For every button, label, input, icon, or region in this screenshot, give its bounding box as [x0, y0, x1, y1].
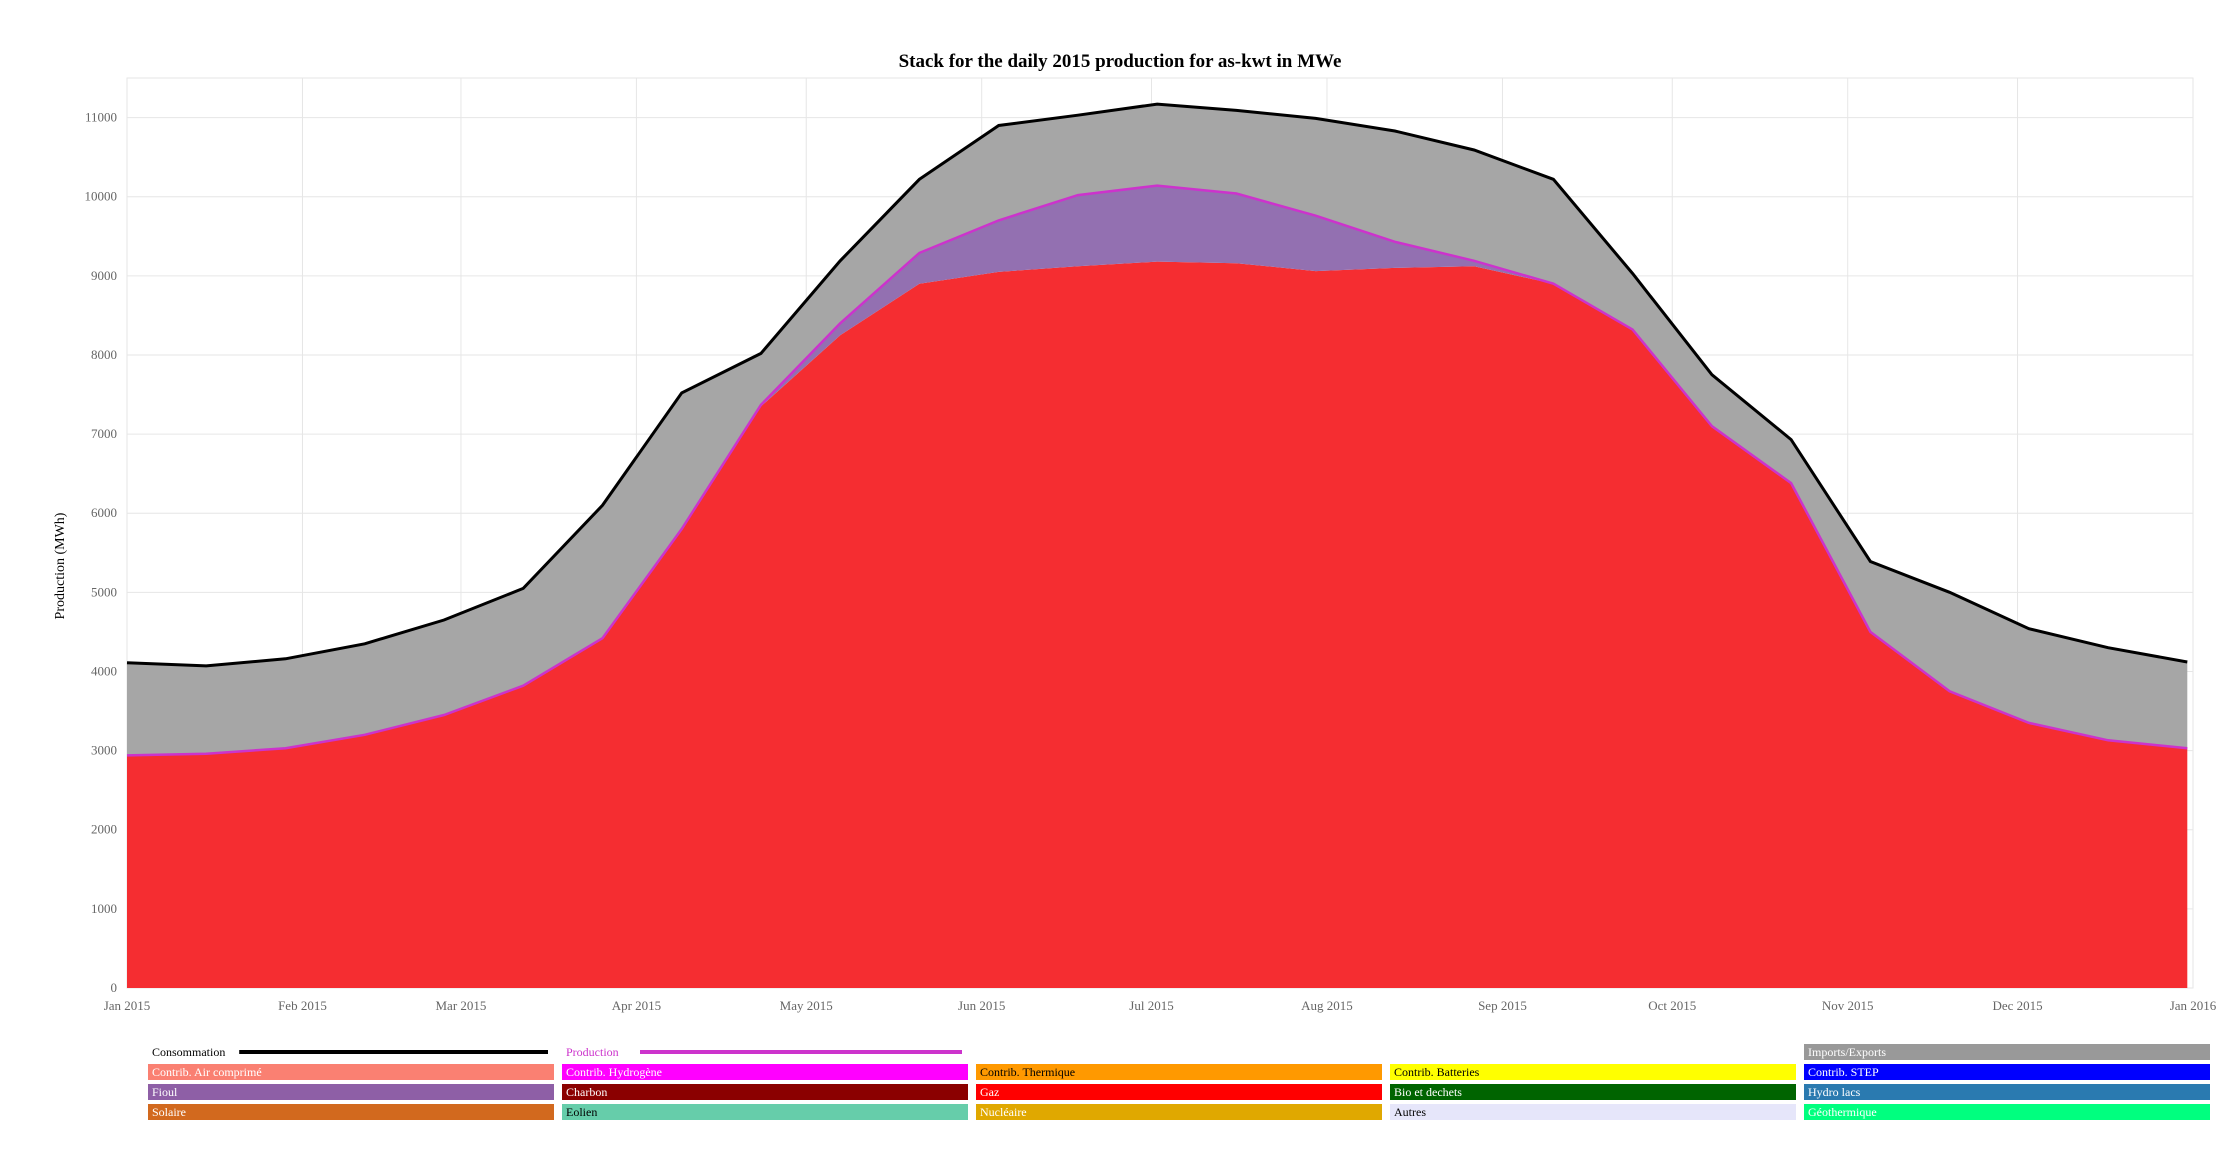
legend-swatch — [148, 1084, 554, 1100]
legend-item: Bio et dechets — [1390, 1084, 1796, 1100]
legend-item: Contrib. STEP — [1804, 1064, 2210, 1080]
legend-swatch — [976, 1064, 1382, 1080]
x-tick-label: Sep 2015 — [1478, 998, 1527, 1013]
legend-label: Contrib. Thermique — [980, 1065, 1075, 1079]
legend-item: Géothermique — [1804, 1104, 2210, 1120]
legend-swatch — [562, 1084, 968, 1100]
chart-title: Stack for the daily 2015 production for … — [899, 51, 1342, 72]
y-tick-label: 1000 — [91, 901, 117, 916]
legend-label: Production — [566, 1045, 619, 1059]
legend-swatch — [1390, 1084, 1796, 1100]
legend-item: Nucléaire — [976, 1104, 1382, 1120]
y-tick-label: 2000 — [91, 822, 117, 837]
legend-swatch — [1804, 1104, 2210, 1120]
y-tick-label: 4000 — [91, 663, 117, 678]
legend-label: Fioul — [152, 1085, 178, 1099]
y-tick-label: 0 — [111, 980, 118, 995]
legend-label: Contrib. STEP — [1808, 1065, 1879, 1079]
consommation-line — [126, 102, 2188, 668]
legend-item: Autres — [1390, 1104, 1796, 1120]
x-tick-label: Jan 2015 — [104, 998, 151, 1013]
legend-label: Contrib. Air comprimé — [152, 1065, 262, 1079]
legend-swatch — [1390, 1064, 1796, 1080]
legend-label: Charbon — [566, 1085, 607, 1099]
legend-item: Contrib. Batteries — [1390, 1064, 1796, 1080]
legend-item: Eolien — [562, 1104, 968, 1120]
y-tick-label: 7000 — [91, 426, 117, 441]
legend-item: Gaz — [976, 1084, 1382, 1100]
axes: 0 1000 2000 3000 4000 5000 6000 7000 8000 9000 100… — [85, 110, 2217, 1013]
area-series — [127, 104, 2188, 989]
legend-item: Charbon — [562, 1084, 968, 1100]
area-gaz — [127, 261, 2188, 989]
legend-swatch — [1390, 1104, 1796, 1120]
y-tick-label: 11000 — [85, 110, 117, 125]
x-tick-label: Jun 2015 — [958, 998, 1005, 1013]
y-tick-label: 3000 — [91, 743, 117, 758]
y-tick-label: 6000 — [91, 505, 117, 520]
legend-label: Nucléaire — [980, 1105, 1027, 1119]
legend-swatch — [1804, 1044, 2210, 1060]
legend-item: Production — [566, 1045, 962, 1059]
y-tick-label: 8000 — [91, 347, 117, 362]
x-tick-label: Dec 2015 — [1992, 998, 2042, 1013]
legend-swatch — [1804, 1084, 2210, 1100]
legend-swatch — [1804, 1064, 2210, 1080]
x-tick-label: Mar 2015 — [435, 998, 486, 1013]
legend-swatch — [976, 1084, 1382, 1100]
x-tick-label: Jan 2016 — [2170, 998, 2217, 1013]
legend: Consommation Production Imports/Exports Con… — [148, 1044, 2210, 1120]
y-axis-label: Production (MWh) — [53, 512, 68, 619]
y-tick-label: 5000 — [91, 584, 117, 599]
legend-swatch — [976, 1104, 1382, 1120]
legend-item: Hydro lacs — [1804, 1084, 2210, 1100]
legend-label: Hydro lacs — [1808, 1085, 1861, 1099]
legend-label: Consommation — [152, 1045, 225, 1059]
legend-label: Bio et dechets — [1394, 1085, 1462, 1099]
x-tick-label: Jul 2015 — [1129, 998, 1173, 1013]
area-imports-exports — [127, 104, 2188, 756]
legend-label: Contrib. Batteries — [1394, 1065, 1480, 1079]
legend-item: Consommation — [152, 1045, 548, 1059]
legend-swatch — [148, 1104, 554, 1120]
legend-label: Imports/Exports — [1808, 1045, 1886, 1059]
x-tick-label: Apr 2015 — [612, 998, 661, 1013]
legend-swatch — [562, 1064, 968, 1080]
production-line — [126, 184, 2188, 757]
x-tick-label: Feb 2015 — [278, 998, 327, 1013]
x-tick-label: May 2015 — [780, 998, 833, 1013]
x-tick-label: Nov 2015 — [1822, 998, 1874, 1013]
legend-item: Solaire — [148, 1104, 554, 1120]
line-series — [126, 102, 2188, 757]
y-tick-label: 9000 — [91, 268, 117, 283]
legend-item: Imports/Exports — [1804, 1044, 2210, 1060]
legend-swatch — [562, 1104, 968, 1120]
legend-swatch — [148, 1064, 554, 1080]
legend-item: Contrib. Thermique — [976, 1064, 1382, 1080]
legend-label: Gaz — [980, 1085, 999, 1099]
legend-label: Solaire — [152, 1105, 186, 1119]
x-tick-label: Oct 2015 — [1648, 998, 1696, 1013]
legend-item: Contrib. Hydrogène — [562, 1064, 968, 1080]
y-tick-label: 10000 — [85, 189, 118, 204]
legend-label: Géothermique — [1808, 1105, 1877, 1119]
legend-item: Contrib. Air comprimé — [148, 1064, 554, 1080]
legend-label: Eolien — [566, 1105, 597, 1119]
legend-label: Autres — [1394, 1105, 1426, 1119]
legend-label: Contrib. Hydrogène — [566, 1065, 662, 1079]
legend-item: Fioul — [148, 1084, 554, 1100]
x-tick-label: Aug 2015 — [1301, 998, 1353, 1013]
